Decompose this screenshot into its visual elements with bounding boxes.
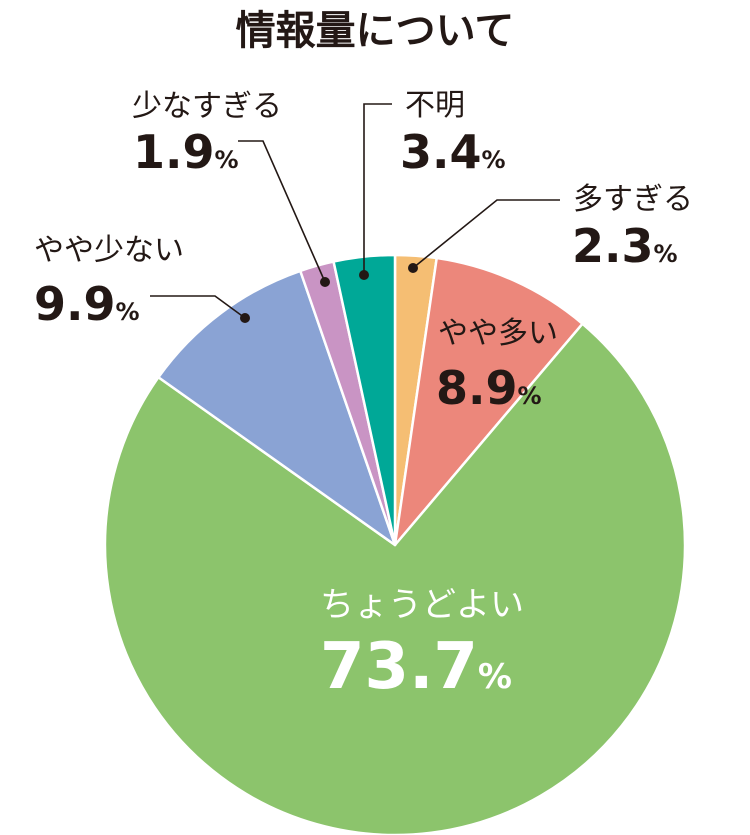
pie-slices xyxy=(103,253,687,835)
slice-label-yayaooi: やや多い xyxy=(438,316,558,351)
slice-label-sukunai: 少なすぎる xyxy=(132,89,282,124)
slice-yayaooi xyxy=(393,256,584,547)
slice-label-ooi: 多すぎる xyxy=(573,182,693,217)
label-yayasukunai: やや少ない 9.9% xyxy=(34,233,184,331)
leader-ooi xyxy=(412,199,560,269)
slice-label-fumei: 不明 xyxy=(405,88,465,123)
leader-lines xyxy=(150,103,560,323)
slice-choudo xyxy=(103,322,687,835)
slice-label-yayasukunai: やや少ない xyxy=(34,233,184,268)
slice-value-choudo: 73.7% xyxy=(320,630,512,704)
slice-value-fumei: 3.4% xyxy=(400,125,506,179)
leader-dot-yayasukunai xyxy=(240,313,250,323)
leader-dot-fumei xyxy=(359,270,369,280)
leader-dot-sukunai xyxy=(320,277,330,287)
leader-fumei xyxy=(363,103,392,275)
slice-value-ooi: 2.3% xyxy=(572,219,678,273)
slice-value-yayasukunai: 9.9% xyxy=(34,277,140,331)
slice-label-choudo: ちょうどよい xyxy=(320,585,524,625)
label-sukunai: 少なすぎる 1.9% xyxy=(132,89,282,179)
label-fumei: 不明 3.4% xyxy=(400,88,506,179)
slice-value-yayaooi: 8.9% xyxy=(436,361,542,415)
leader-sukunai xyxy=(238,140,326,283)
leader-yayasukunai xyxy=(150,295,246,319)
chart-title: 情報量について xyxy=(236,8,515,54)
leader-dot-ooi xyxy=(408,263,418,273)
slice-yayasukunai xyxy=(157,269,397,547)
label-choudo: ちょうどよい 73.7% xyxy=(320,585,524,704)
slice-value-sukunai: 1.9% xyxy=(133,125,239,179)
label-yayaooi: やや多い 8.9% xyxy=(436,316,558,415)
label-ooi: 多すぎる 2.3% xyxy=(572,182,693,273)
